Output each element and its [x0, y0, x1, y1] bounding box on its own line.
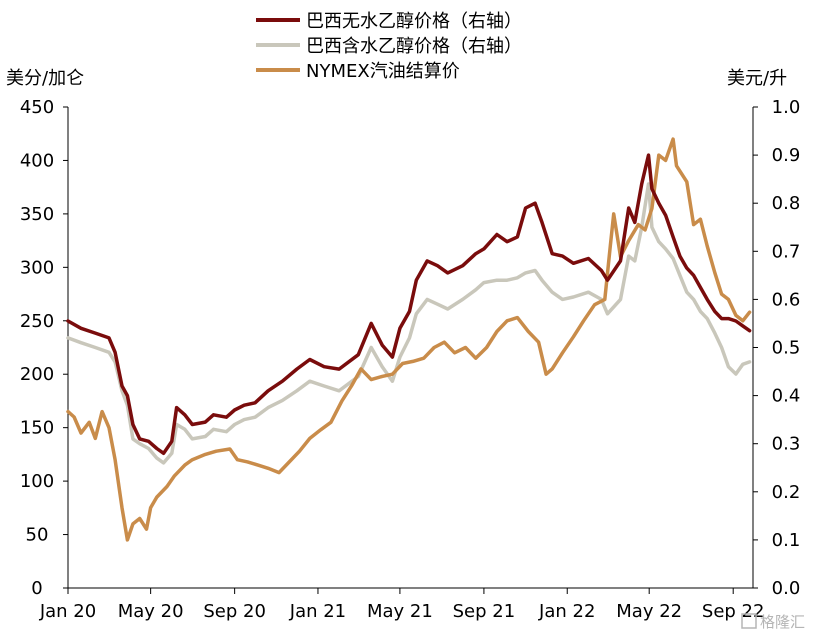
right-axis-tick-label: 0.2 — [772, 482, 801, 503]
right-axis-tick-label: 1.0 — [772, 97, 801, 118]
right-axis-tick-label: 0.8 — [772, 193, 801, 214]
left-axis-tick-label: 250 — [20, 311, 54, 332]
right-axis-unit-label: 美元/升 — [727, 68, 787, 89]
x-axis-tick-label: Jan 20 — [39, 601, 96, 622]
x-axis-tick-label: Jan 21 — [289, 601, 346, 622]
left-axis-tick-label: 450 — [20, 97, 54, 118]
left-axis-tick-label: 400 — [20, 150, 54, 171]
series-line-hydrous-ethanol — [66, 182, 752, 465]
x-axis-tick-label: Sep 22 — [702, 601, 765, 622]
x-axis-tick-label: May 20 — [118, 601, 184, 622]
left-axis-unit-label: 美分/加仑 — [6, 68, 84, 89]
series-line-nymex-gasoline — [66, 137, 752, 542]
right-axis-ticks: 0.0 0.1 0.2 0.3 0.4 0.5 0.6 0.7 0.8 0.9 1.0 — [753, 97, 800, 599]
right-axis-tick-label: 0.1 — [772, 530, 801, 551]
right-axis-tick-label: 0.7 — [772, 241, 801, 262]
right-axis-tick-label: 0.4 — [772, 386, 801, 407]
legend-label-anhydrous: 巴西无水乙醇价格（右轴） — [306, 11, 522, 32]
x-axis-tick-label: May 22 — [616, 601, 682, 622]
left-axis-tick-label: 0 — [31, 578, 42, 599]
left-axis-tick-label: 300 — [20, 257, 54, 278]
legend-label-gasoline: NYMEX汽油结算价 — [306, 61, 460, 82]
left-axis-tick-label: 350 — [20, 204, 54, 225]
left-axis-tick-label: 200 — [20, 364, 54, 385]
series-lines — [66, 137, 752, 542]
watermark-logo-icon — [741, 613, 757, 629]
legend: 巴西无水乙醇价格（右轴） 巴西含水乙醇价格（右轴） NYMEX汽油结算价 — [256, 11, 522, 82]
right-axis-tick-label: 0.9 — [772, 145, 801, 166]
x-axis-ticks: Jan 20 May 20 Sep 20 Jan 21 May 21 Sep 21 Jan … — [39, 588, 765, 622]
x-axis-tick-label: Sep 21 — [453, 601, 516, 622]
watermark-text: 格隆汇 — [760, 613, 805, 631]
right-axis-tick-label: 0.0 — [772, 578, 801, 599]
right-axis-tick-label: 0.3 — [772, 434, 801, 455]
x-axis-tick-label: May 21 — [367, 601, 433, 622]
legend-label-hydrous: 巴西含水乙醇价格（右轴） — [306, 36, 522, 57]
x-axis-tick-label: Jan 22 — [538, 601, 595, 622]
left-axis-tick-label: 150 — [20, 418, 54, 439]
left-axis-tick-label: 100 — [20, 471, 54, 492]
watermark: 格隆汇 — [741, 613, 805, 631]
series-line-anhydrous-ethanol — [66, 153, 752, 456]
right-axis-tick-label: 0.5 — [772, 338, 801, 359]
right-axis-tick-label: 0.6 — [772, 289, 801, 310]
left-axis-tick-label: 50 — [26, 525, 49, 546]
left-axis-ticks: 0 50 100 150 200 250 300 350 400 450 — [20, 97, 68, 599]
x-axis-tick-label: Sep 20 — [203, 601, 266, 622]
